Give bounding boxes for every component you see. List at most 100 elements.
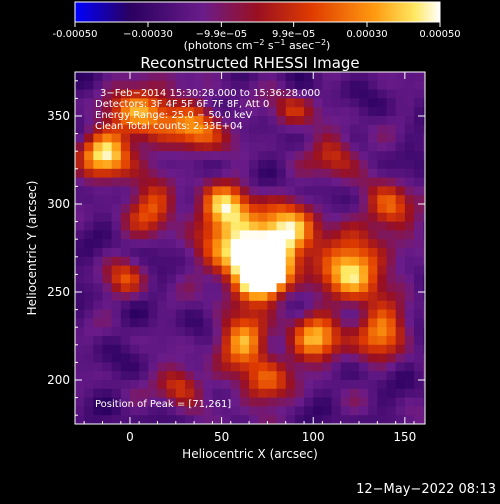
heatmap-cell (258, 204, 269, 214)
heatmap-cell (75, 424, 85, 433)
heatmap-cell (386, 318, 397, 328)
y-tick-label: 300 (47, 197, 70, 211)
heatmap-cell (340, 265, 351, 275)
heatmap-cell (423, 133, 425, 143)
heatmap-cell (120, 388, 131, 399)
heatmap-cell (93, 186, 104, 196)
heatmap-cell (432, 204, 442, 213)
heatmap-cell (102, 80, 113, 91)
heatmap-cell (139, 380, 149, 390)
heatmap-cell (230, 309, 241, 319)
heatmap-cell (313, 133, 323, 143)
heatmap-cell (239, 371, 250, 381)
heatmap-cell (249, 168, 259, 179)
heatmap-cell (331, 239, 342, 249)
heatmap-cell (212, 248, 223, 258)
heatmap-cell (322, 415, 333, 424)
heatmap-cell (75, 239, 85, 249)
heatmap-cell (148, 221, 159, 231)
heatmap-cell (258, 318, 269, 328)
heatmap-cell (148, 116, 159, 126)
heatmap-cell (84, 80, 94, 91)
heatmap-cell (221, 371, 232, 381)
heatmap-cell (276, 274, 287, 284)
heatmap-cell (102, 362, 113, 372)
heatmap-cell (267, 160, 278, 170)
heatmap-cell (111, 212, 122, 223)
heatmap-cell (166, 380, 177, 390)
heatmap-cell (304, 107, 314, 117)
heatmap-cell (203, 230, 214, 240)
heatmap-cell (239, 327, 250, 337)
heatmap-cell (111, 336, 122, 346)
heatmap-cell (404, 204, 415, 214)
heatmap-cell (148, 353, 159, 363)
heatmap-cell (93, 344, 104, 355)
heatmap-cell (276, 72, 287, 82)
heatmap-cell (386, 124, 397, 135)
heatmap-cell (212, 318, 223, 328)
heatmap-cell (313, 177, 323, 187)
heatmap-cell (423, 362, 425, 372)
heatmap-cell (331, 406, 342, 416)
heatmap-cell (212, 292, 223, 302)
heatmap-cell (120, 195, 131, 205)
heatmap-cell (304, 388, 314, 399)
heatmap-cell (148, 327, 159, 337)
heatmap-cell (175, 344, 186, 355)
heatmap-cell (120, 336, 131, 346)
heatmap-cell (285, 283, 296, 293)
heatmap-cell (395, 239, 406, 249)
heatmap-cell (340, 318, 351, 328)
heatmap-cell (258, 380, 269, 390)
heatmap-cell (331, 380, 342, 390)
heatmap-cell (203, 186, 214, 196)
heatmap-cell (166, 177, 177, 187)
heatmap-cell (423, 353, 425, 363)
heatmap-cell (322, 98, 333, 108)
heatmap-cell (111, 98, 122, 108)
heatmap-cell (368, 353, 378, 363)
heatmap-cell (285, 318, 296, 328)
heatmap-cell (386, 80, 397, 91)
heatmap-cell (331, 230, 342, 240)
heatmap-cell (157, 380, 168, 390)
heatmap-cell (368, 133, 378, 143)
heatmap-cell (432, 354, 442, 363)
heatmap-cell (267, 133, 278, 143)
heatmap-cell (120, 107, 131, 117)
heatmap-cell (239, 195, 250, 205)
heatmap-cell (432, 336, 442, 345)
heatmap-cell (239, 221, 250, 231)
heatmap-cell (230, 353, 241, 363)
heatmap-cell (359, 424, 369, 433)
heatmap-cell (184, 89, 195, 99)
heatmap-cell (166, 124, 177, 135)
heatmap-cell (304, 336, 314, 346)
heatmap-cell (349, 327, 360, 337)
heatmap-cell (395, 107, 406, 117)
heatmap-cell (331, 248, 342, 258)
heatmap-cell (75, 415, 85, 424)
heatmap-cell (276, 168, 287, 179)
heatmap-cell (84, 406, 94, 416)
heatmap-cell (212, 327, 223, 337)
heatmap-cell (84, 186, 94, 196)
heatmap-cell (423, 274, 425, 284)
heatmap-cell (184, 256, 195, 267)
heatmap-cell (148, 160, 159, 170)
heatmap-cell (340, 415, 351, 424)
heatmap-cell (75, 80, 85, 91)
heatmap-cell (157, 283, 168, 293)
heatmap-cell (359, 195, 369, 205)
heatmap-cell (404, 230, 415, 240)
heatmap-cell (414, 318, 424, 328)
heatmap-cell (276, 309, 287, 319)
heatmap-cell (368, 362, 378, 372)
heatmap-cell (322, 107, 333, 117)
heatmap-cell (377, 177, 388, 187)
heatmap-cell (184, 239, 195, 249)
heatmap-cell (313, 415, 323, 424)
heatmap-cell (75, 265, 85, 275)
